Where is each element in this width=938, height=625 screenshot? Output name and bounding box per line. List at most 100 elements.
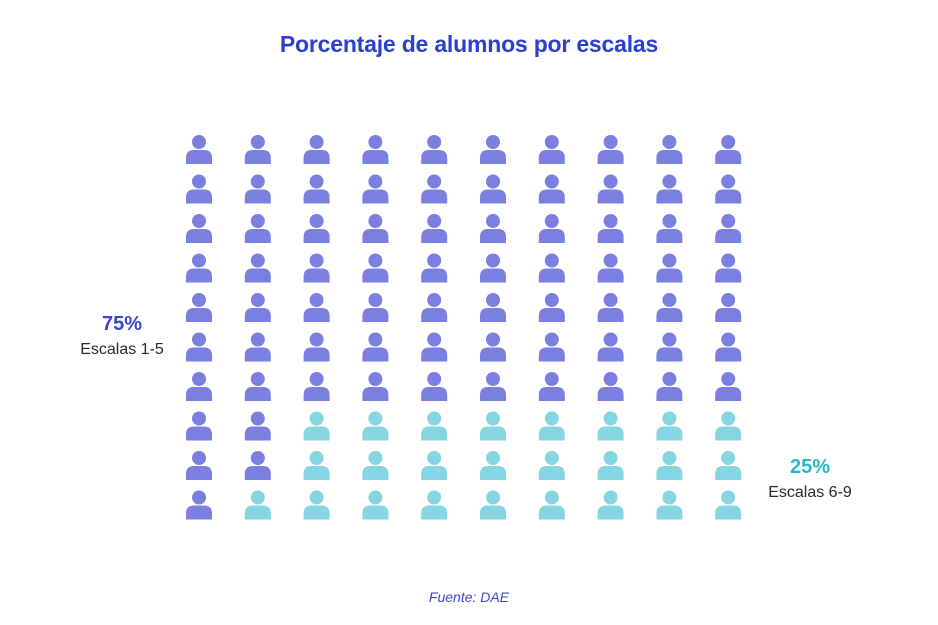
person-icon [244, 135, 271, 164]
group-a-percent: 75% [101, 313, 143, 335]
person-icon [715, 411, 742, 441]
person-icon [656, 490, 683, 520]
person-icon [421, 332, 448, 362]
person-icon [656, 293, 683, 322]
person-icon [362, 214, 389, 243]
person-icon [538, 490, 565, 520]
person-icon [715, 174, 742, 204]
person-icon [715, 372, 742, 401]
person-icon [362, 135, 389, 164]
person-icon [656, 332, 683, 362]
person-icon [362, 293, 389, 322]
person-icon [597, 332, 624, 362]
person-icon [656, 372, 683, 401]
source-note: Fuente: DAE [428, 589, 510, 605]
person-icon [421, 451, 448, 480]
person-icon [656, 174, 683, 204]
person-icon [186, 174, 212, 204]
person-icon [303, 490, 330, 520]
person-icon [303, 214, 330, 243]
person-icon [480, 411, 506, 441]
person-icon [480, 372, 506, 401]
person-icon [244, 174, 271, 204]
group-b-percent: 25% [789, 456, 831, 478]
person-icon [421, 372, 448, 401]
person-icon [421, 293, 448, 322]
person-icon [303, 451, 330, 480]
person-icon [480, 490, 506, 520]
person-icon [656, 451, 683, 480]
person-icon [715, 490, 742, 520]
person-icon [186, 451, 212, 480]
person-icon [244, 451, 271, 480]
person-icon [186, 411, 212, 441]
person-icon [480, 332, 506, 362]
person-icon [186, 293, 212, 322]
person-icon [303, 174, 330, 204]
person-icon [538, 372, 565, 401]
person-icon [715, 332, 742, 362]
person-icon [715, 253, 742, 283]
person-icon [538, 253, 565, 283]
person-icon [597, 253, 624, 283]
person-icon [538, 332, 565, 362]
person-icon [362, 332, 389, 362]
person-icon [656, 411, 683, 441]
person-icon [303, 293, 330, 322]
person-icon [303, 135, 330, 164]
person-icon [538, 174, 565, 204]
person-icon [597, 293, 624, 322]
person-icon [362, 174, 389, 204]
person-icon [480, 293, 506, 322]
person-icon [597, 372, 624, 401]
person-icon [186, 214, 212, 243]
person-icon [303, 411, 330, 441]
person-icon [597, 490, 624, 520]
legend-group-a: 75% Escalas 1-5 [70, 312, 174, 361]
person-icon [244, 214, 271, 243]
person-icon [715, 135, 742, 164]
person-icon [656, 135, 683, 164]
group-a-description: Escalas 1-5 [80, 341, 164, 358]
group-b-description: Escalas 6-9 [768, 484, 852, 501]
person-icon [244, 253, 271, 283]
person-icon [538, 451, 565, 480]
person-icon [303, 332, 330, 362]
person-icon [597, 451, 624, 480]
person-icon [480, 135, 506, 164]
person-icon [303, 372, 330, 401]
person-icon [186, 253, 212, 283]
person-icon [362, 490, 389, 520]
person-icon [538, 293, 565, 322]
person-icon [186, 135, 212, 164]
person-icon [362, 451, 389, 480]
person-icon [362, 411, 389, 441]
person-icon [244, 332, 271, 362]
person-icon [538, 135, 565, 164]
person-icon [715, 214, 742, 243]
person-icon [480, 253, 506, 283]
person-icon [421, 174, 448, 204]
person-icon [656, 214, 683, 243]
person-icon [244, 490, 271, 520]
person-icon [362, 372, 389, 401]
person-icon [480, 214, 506, 243]
person-icon [480, 174, 506, 204]
person-icon [715, 293, 742, 322]
person-icon [656, 253, 683, 283]
person-icon [421, 253, 448, 283]
person-icon [362, 253, 389, 283]
person-icon [244, 293, 271, 322]
person-icon [186, 332, 212, 362]
person-icon [421, 214, 448, 243]
person-icon [244, 411, 271, 441]
person-icon [421, 411, 448, 441]
person-icon [715, 451, 742, 480]
person-icon [597, 214, 624, 243]
person-icon [597, 411, 624, 441]
person-icon [597, 135, 624, 164]
chart-title: Porcentaje de alumnos por escalas [279, 31, 659, 57]
person-icon [421, 135, 448, 164]
legend-group-b: 25% Escalas 6-9 [758, 455, 862, 504]
